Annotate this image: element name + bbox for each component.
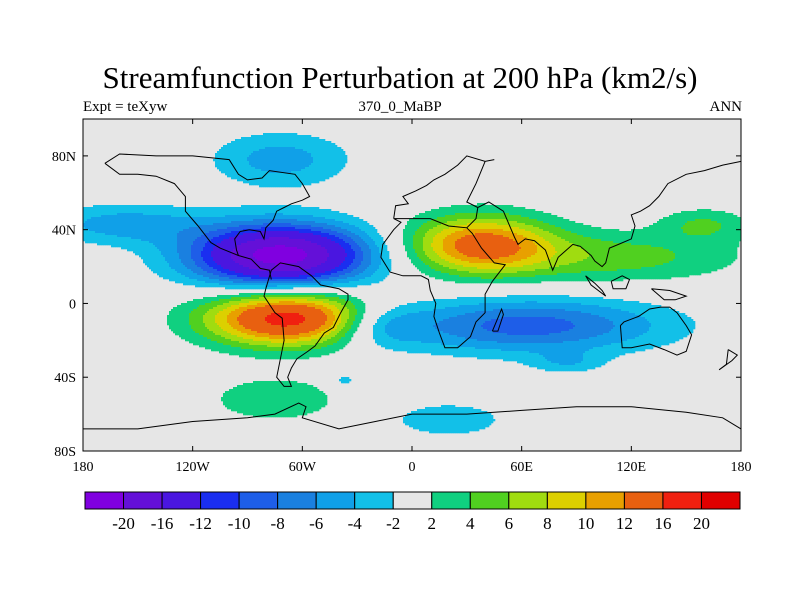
x-tick-label: 180	[731, 460, 752, 475]
colorbar-tick-label: -10	[228, 514, 251, 533]
colorbar-swatch	[316, 492, 355, 509]
colorbar-swatch	[393, 492, 432, 509]
colorbar-swatch	[278, 492, 317, 509]
colorbar-swatch	[124, 492, 163, 509]
colorbar-tick-label: 20	[693, 514, 710, 533]
colorbar-tick-label: 4	[466, 514, 475, 533]
y-tick-label: 0	[69, 297, 76, 312]
colorbar-swatch	[701, 492, 740, 509]
colorbar-tick-label: -6	[309, 514, 323, 533]
y-tick-label: 80N	[52, 150, 76, 165]
colorbar-tick-label: -8	[271, 514, 285, 533]
x-tick-label: 120W	[176, 460, 211, 475]
colorbar-swatch	[239, 492, 278, 509]
colorbar-tick-label: -2	[386, 514, 400, 533]
x-tick-label: 0	[409, 460, 416, 475]
colorbar-swatch	[624, 492, 663, 509]
x-tick-label: 180	[73, 460, 94, 475]
colorbar-tick-label: 8	[543, 514, 552, 533]
colorbar-tick-label: 10	[577, 514, 594, 533]
colorbar-swatch	[85, 492, 124, 509]
y-tick-label: 80S	[54, 445, 76, 460]
colorbar-swatch	[201, 492, 240, 509]
colorbar-tick-label: 6	[505, 514, 514, 533]
colorbar-tick-label: -20	[112, 514, 135, 533]
x-tick-label: 120E	[617, 460, 647, 475]
colorbar-swatch	[509, 492, 548, 509]
colorbar: -20 -16 -12 -10 -8 -6 -4 -2 2 4 6 8 10 12 16 20	[85, 492, 740, 533]
colorbar-swatch	[162, 492, 201, 509]
colorbar-swatch	[663, 492, 702, 509]
colorbar-tick-label: 12	[616, 514, 633, 533]
colorbar-tick-label: -16	[151, 514, 174, 533]
colorbar-swatch	[355, 492, 394, 509]
colorbar-swatch	[432, 492, 471, 509]
colorbar-swatch	[470, 492, 509, 509]
colorbar-tick-label: -12	[189, 514, 212, 533]
y-tick-label: 40S	[54, 371, 76, 386]
y-tick-label: 40N	[52, 224, 76, 239]
x-tick-label: 60W	[289, 460, 317, 475]
colorbar-tick-label: 2	[428, 514, 437, 533]
x-tick-label: 60E	[510, 460, 533, 475]
colorbar-tick-label: 16	[654, 514, 671, 533]
colorbar-swatch	[547, 492, 586, 509]
neutral-field	[83, 119, 741, 451]
plot-area	[83, 119, 741, 451]
colorbar-swatch	[586, 492, 625, 509]
colorbar-tick-label: -4	[348, 514, 363, 533]
